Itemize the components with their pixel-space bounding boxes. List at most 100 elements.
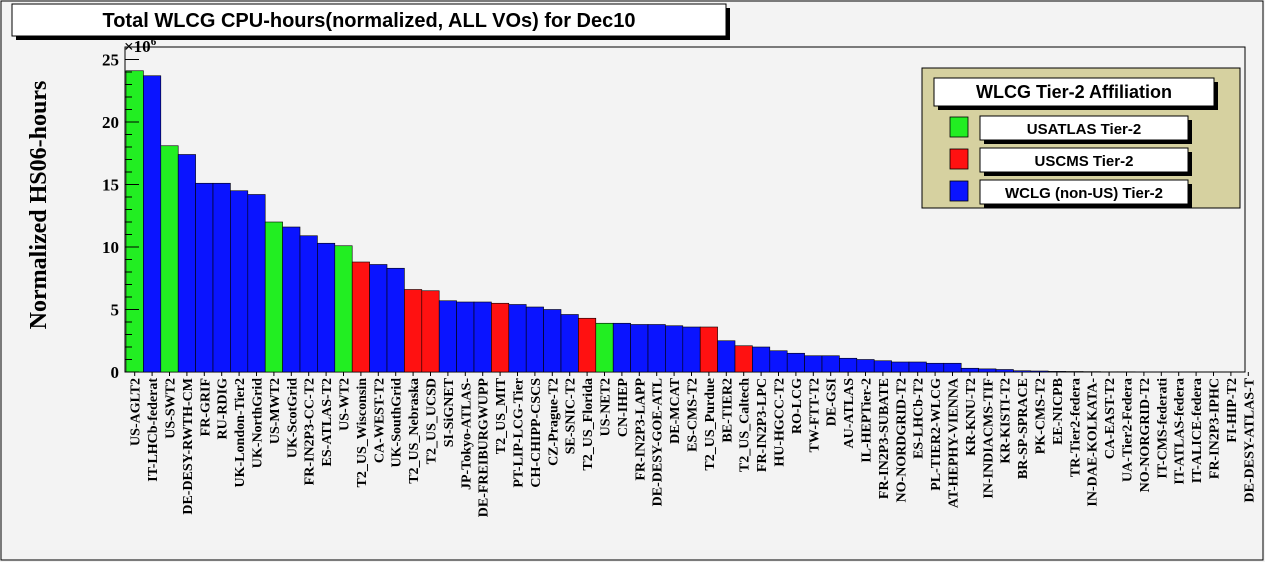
x-category-label: CH-CHIPP-CSCS — [529, 378, 544, 488]
bar-ee-nicpb — [1047, 371, 1066, 373]
bar-t2-us-purdue — [699, 326, 718, 373]
bar-pt-lip-lcg-tier — [508, 304, 527, 373]
x-category-label: KR-KNU-T2 — [964, 378, 979, 456]
x-category-label: FI-HIP-T2 — [1225, 378, 1240, 443]
bar-au-atlas — [839, 357, 858, 373]
bar-be-tier2 — [717, 340, 736, 373]
bar-ru-rdig — [212, 182, 231, 373]
bar-kr-knu-t2 — [960, 367, 979, 373]
bar-tr-tier2-federa — [1065, 371, 1084, 373]
title-box-bg — [11, 3, 727, 37]
bar-cz-prague-t2 — [543, 309, 562, 373]
bar-t2-us-mit — [491, 302, 510, 373]
y-tick-label: 10 — [102, 238, 119, 257]
bar-il-heptier-2 — [856, 359, 875, 373]
x-category-label: ES-CMS-T2 — [686, 378, 701, 452]
x-category-label: IN-INDIACMS-TIF — [981, 378, 996, 499]
x-category-label: CA-WEST-T2 — [372, 378, 387, 463]
bar-ro-lcg — [786, 352, 805, 373]
bar-si-signet — [438, 300, 457, 373]
x-category-label: T2_US_Nebraska — [407, 378, 422, 484]
bar-es-cms-t2 — [682, 326, 701, 373]
x-category-label: UK-London-Tier2 — [233, 378, 248, 487]
bar-uk-scotgrid — [282, 226, 301, 373]
x-category-label: PK-CMS-T2 — [1034, 378, 1049, 454]
bar-t2-us-florida — [578, 317, 597, 373]
y-tick-label: 5 — [111, 301, 120, 320]
bar-uk-southgrid — [386, 267, 405, 373]
bar-de-desy-goe-atl — [647, 324, 666, 373]
x-category-label: UK-NorthGrid — [251, 378, 266, 468]
x-category-label: US-AGLT2 — [129, 378, 144, 446]
bar-in-indiacms-tif — [978, 368, 997, 373]
x-category-label: DE-MCAT — [668, 377, 683, 444]
legend-title-box — [933, 77, 1215, 107]
bar-t2-us-ucsd — [421, 290, 440, 373]
x-category-label: FR-IN2P3-SUBATE — [877, 378, 892, 499]
chart-title-box: Total WLCG CPU-hours(normalized, ALL VOs… — [11, 3, 730, 40]
bar-es-lhcb-t2 — [908, 361, 927, 373]
x-category-label: DE-FREIBURGWUPP — [477, 378, 492, 518]
bar-uk-northgrid — [247, 194, 266, 373]
bar-fr-in2p3-cc-t2 — [299, 235, 318, 373]
x-category-label: IL-HEPTier-2 — [860, 378, 875, 463]
x-category-label: NO-NORGRID-T2 — [1138, 378, 1153, 492]
x-category-label: BE-TIER2 — [720, 378, 735, 443]
bar-t2-us-caltech — [734, 345, 753, 373]
bar-tw-ftt-t2 — [804, 355, 823, 373]
x-category-label: RU-RDIG — [216, 378, 231, 440]
x-category-label: TR-Tier2-federa — [1068, 378, 1083, 477]
x-category-label: FR-IN2P3-CC-T2 — [303, 378, 318, 485]
x-category-label: CN-IHEP — [616, 378, 631, 438]
bar-us-net2 — [595, 322, 614, 373]
x-category-label: NO-NORDGRID-T2 — [894, 378, 909, 502]
x-category-label: SE-SNIC-T2 — [564, 378, 579, 454]
legend-label-box — [979, 115, 1189, 141]
x-category-label: US-NET2 — [599, 378, 614, 436]
bar-fr-in2p3-lapp — [630, 324, 649, 373]
bar-us-mwt2 — [264, 221, 283, 373]
bar-hu-hgcc-t2 — [769, 350, 788, 373]
bar-at-hephy-vienna — [943, 362, 962, 373]
x-category-label: DE-DESY-RWTH-CM — [181, 378, 196, 515]
bar-t2-us-nebraska — [404, 289, 423, 373]
x-category-label: AT-HEPHY-VIENNA — [947, 377, 962, 508]
bar-ca-west-t2 — [369, 264, 388, 373]
y-tick-label: 15 — [102, 176, 119, 195]
x-axis-category-labels: US-AGLT2 IT-LHCb-federat US-SWT2 DE-DESY-RW… — [129, 372, 1257, 518]
x-category-label: CZ-Prague-T2 — [546, 378, 561, 466]
y-axis: 0 5 10 15 20 25 — [102, 46, 139, 382]
x-category-label: HU-HGCC-T2 — [773, 378, 788, 467]
bar-ch-chipp-cscs — [525, 306, 544, 373]
x-category-label: FR-GRIF — [198, 378, 213, 436]
x-category-label: ES-ATLAS-T2 — [320, 378, 335, 466]
legend-entries: USATLAS Tier-2 USCMS Tier-2 WCLG (non-US) … — [949, 115, 1192, 208]
x-category-label: RO-LCG — [790, 378, 805, 434]
bar-us-aglt2 — [125, 70, 144, 373]
bar-no-nordgrid-t2 — [891, 361, 910, 373]
bar-pk-cms-t2 — [1030, 370, 1049, 373]
x-category-label: PT-LIP-LCG-Tier — [512, 378, 527, 488]
x-category-label: IT-ATLAS-federa — [1173, 378, 1188, 485]
bar-cn-ihep — [612, 322, 631, 373]
legend-title: WLCG Tier-2 Affiliation — [976, 82, 1172, 102]
x-category-label: FR-IN2P3-LPC — [755, 378, 770, 472]
bar-fr-in2p3-lpc — [752, 346, 771, 373]
x-category-label: US-SWT2 — [164, 378, 179, 439]
bar-de-gsi — [821, 355, 840, 373]
x-category-label: FR-IN2P3-LAPP — [633, 378, 648, 481]
x-category-label: UK-SouthGrid — [390, 378, 405, 468]
x-category-label: IT-LHCb-federat — [146, 378, 161, 482]
bar-uk-london-tier2 — [230, 190, 249, 373]
bar-jp-tokyo-atlas- — [456, 301, 475, 373]
x-category-label: US-MWT2 — [268, 378, 283, 444]
bar-fr-grif — [195, 182, 214, 373]
y-tick-label: 25 — [102, 51, 119, 70]
x-category-label: IT-CMS-federati — [1155, 378, 1170, 479]
x-category-label: ES-LHCb-T2 — [912, 378, 927, 459]
legend-swatch-wlcg — [949, 180, 969, 202]
legend-label-wlcg: WCLG (non-US) Tier-2 — [1005, 185, 1163, 202]
x-category-label: CA-EAST-T2 — [1103, 378, 1118, 459]
bar-kr-kisti-t2 — [995, 369, 1014, 373]
